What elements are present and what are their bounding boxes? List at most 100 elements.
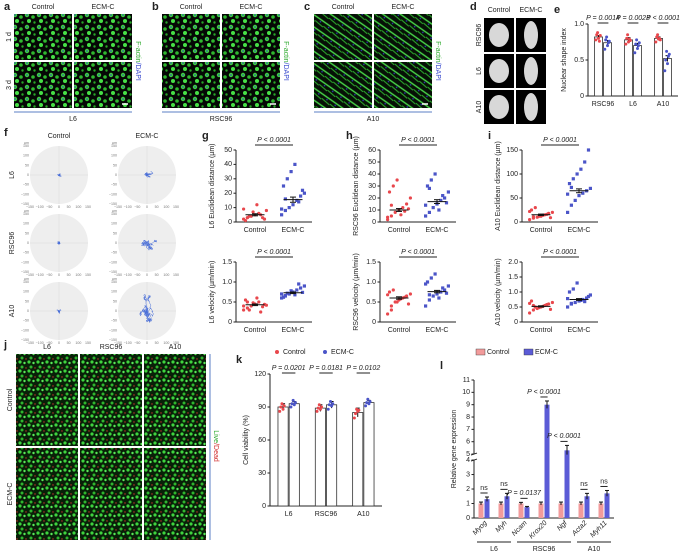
data-point bbox=[433, 172, 437, 176]
x-tick-label: −100 bbox=[36, 205, 44, 209]
bar bbox=[654, 38, 663, 97]
data-point bbox=[386, 293, 390, 297]
x-tick-label: 50 bbox=[67, 273, 71, 277]
data-point bbox=[283, 208, 287, 213]
micrograph bbox=[14, 62, 72, 108]
y-tick-label: 50 bbox=[113, 231, 117, 235]
x-tick-label: 150 bbox=[85, 341, 91, 345]
legend-swatch bbox=[275, 350, 279, 354]
group-label: A10 bbox=[588, 546, 601, 553]
y-tick-label: −50 bbox=[111, 319, 117, 323]
data-point bbox=[317, 403, 321, 407]
data-point bbox=[289, 405, 293, 409]
y-tick-label: 30 bbox=[368, 183, 376, 190]
annotation: P < 0.0001 bbox=[543, 137, 577, 144]
data-point bbox=[636, 46, 639, 50]
bar bbox=[277, 406, 289, 507]
data-point bbox=[289, 289, 293, 293]
data-point bbox=[424, 214, 428, 218]
data-point bbox=[577, 194, 581, 198]
y-tick-label: −150 bbox=[21, 270, 29, 274]
data-point bbox=[255, 296, 259, 300]
data-point bbox=[405, 202, 409, 206]
panel-letter: e bbox=[554, 4, 560, 16]
data-point bbox=[391, 184, 395, 188]
annotation: ns bbox=[600, 478, 608, 485]
x-tick-label: −100 bbox=[36, 341, 44, 345]
trajectory bbox=[144, 307, 154, 319]
x-tick-label: 100 bbox=[163, 273, 169, 277]
group-label: RSC96 bbox=[533, 546, 556, 553]
micrograph bbox=[74, 14, 132, 60]
y-tick-label: 0.5 bbox=[366, 299, 376, 306]
data-point bbox=[654, 40, 658, 44]
x-tick-label: −150 bbox=[26, 205, 34, 209]
x-tick-label: −100 bbox=[124, 273, 132, 277]
data-point bbox=[424, 282, 428, 286]
x-tick-label: Control bbox=[388, 327, 411, 334]
y-tick-label: 40 bbox=[224, 161, 232, 168]
x-tick-label: 150 bbox=[173, 341, 179, 345]
trajectory bbox=[143, 239, 149, 244]
data-point bbox=[287, 292, 291, 296]
y-tick-label: 50 bbox=[113, 163, 117, 167]
data-point bbox=[603, 47, 607, 51]
y-tick-label: −100 bbox=[109, 328, 117, 332]
annotation: P = 0.0023 bbox=[616, 15, 650, 22]
data-point bbox=[391, 288, 395, 292]
bar bbox=[564, 450, 570, 518]
trajectory bbox=[58, 310, 61, 314]
data-point bbox=[566, 210, 570, 214]
column-label: ECM-C bbox=[520, 7, 543, 14]
data-point bbox=[586, 148, 591, 152]
y-tick-label: 100 bbox=[111, 290, 117, 294]
y-tick-label: 50 bbox=[368, 159, 376, 166]
y-tick-label: 1.0 bbox=[366, 279, 376, 286]
row-label: ECM-C bbox=[7, 483, 14, 506]
panel-letter: k bbox=[236, 354, 243, 366]
y-tick-label: 50 bbox=[25, 299, 29, 303]
data-point bbox=[293, 401, 297, 405]
bar bbox=[478, 503, 484, 518]
data-point bbox=[280, 296, 284, 300]
y-tick-label: −50 bbox=[111, 183, 117, 187]
y-tick-label: 150 bbox=[111, 280, 117, 284]
y-tick-label: 50 bbox=[25, 231, 29, 235]
data-point bbox=[387, 190, 392, 194]
column-label: Control bbox=[180, 4, 203, 11]
data-point bbox=[607, 39, 611, 43]
data-point bbox=[427, 298, 431, 302]
x-tick-label: Acta2 bbox=[570, 520, 588, 538]
data-point bbox=[665, 49, 669, 53]
trajectory bbox=[141, 241, 148, 247]
y-axis-label: L6 velocity (µm/min) bbox=[209, 261, 216, 324]
data-point bbox=[663, 69, 667, 73]
y-tick-label: 9 bbox=[466, 402, 470, 409]
annotation: P = 0.0201 bbox=[272, 365, 306, 372]
annotation: P = 0.0102 bbox=[346, 365, 380, 372]
data-point bbox=[588, 186, 592, 190]
x-tick-label: Control bbox=[244, 327, 267, 334]
data-point bbox=[427, 210, 431, 214]
data-point bbox=[243, 218, 248, 223]
data-point bbox=[575, 281, 579, 285]
x-tick-label: ECM-C bbox=[426, 327, 449, 334]
x-tick-label: −50 bbox=[46, 341, 52, 345]
data-point bbox=[579, 167, 583, 171]
stain-label: Live/Dead bbox=[212, 430, 219, 462]
data-point bbox=[316, 406, 320, 410]
y-tick-label: 150 bbox=[23, 212, 29, 216]
data-point bbox=[406, 302, 411, 306]
unit-label: µm bbox=[112, 277, 117, 281]
bar bbox=[314, 407, 326, 507]
x-tick-label: 100 bbox=[75, 341, 81, 345]
data-point bbox=[596, 31, 600, 35]
y-tick-label: 40 bbox=[368, 171, 376, 178]
micrograph bbox=[74, 62, 132, 108]
column-label: L6 bbox=[43, 344, 51, 351]
data-point bbox=[281, 407, 285, 411]
y-tick-label: 60 bbox=[368, 147, 376, 154]
x-tick-label: 0 bbox=[146, 341, 148, 345]
y-tick-label: 50 bbox=[25, 163, 29, 167]
y-tick-label: 0 bbox=[372, 319, 376, 326]
